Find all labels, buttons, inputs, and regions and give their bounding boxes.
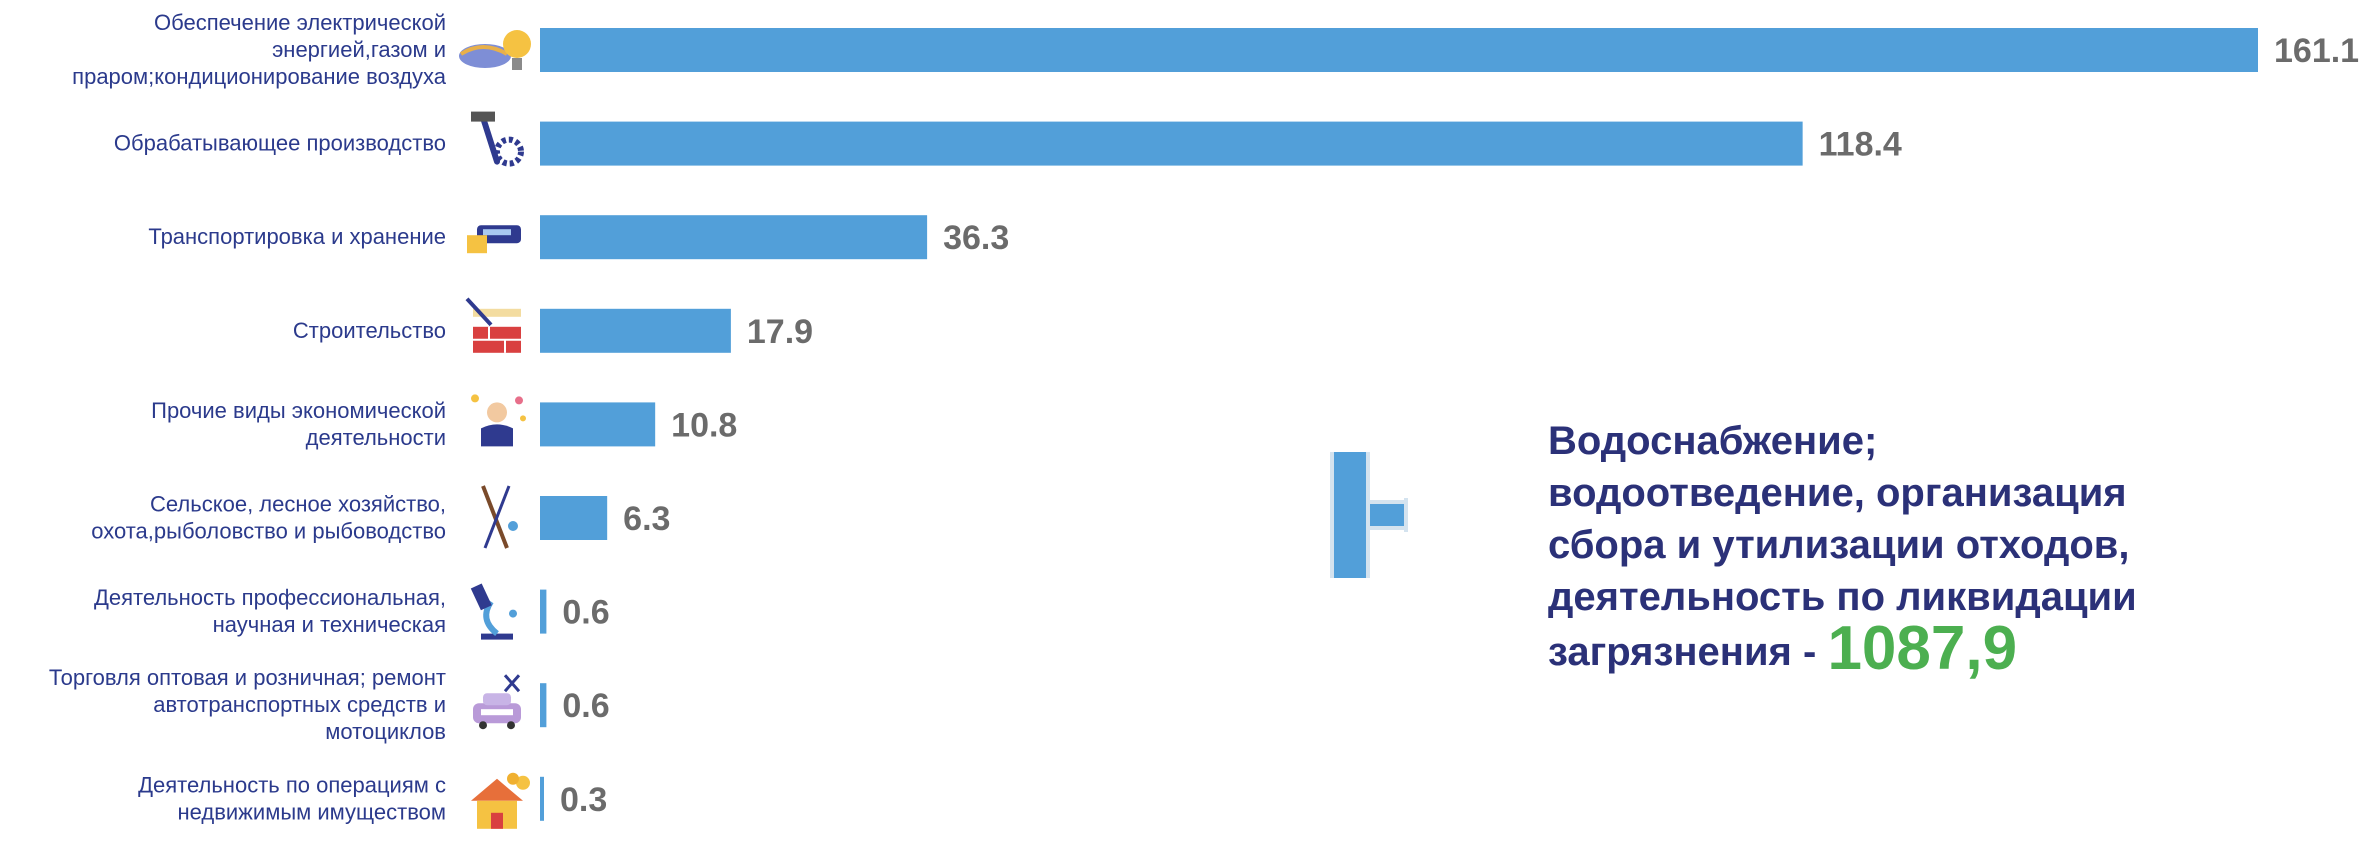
value-label: 6.3 — [623, 500, 670, 538]
category-label: Прочие виды экономической деятельности — [151, 398, 446, 450]
value-label: 0.6 — [562, 594, 609, 632]
power-plant-bulb-icon — [459, 30, 531, 70]
callout-line: сбора и утилизации отходов, — [1548, 523, 2130, 567]
house-coins-icon — [471, 772, 530, 829]
microscope-icon — [470, 583, 517, 640]
value-label: 0.3 — [560, 781, 607, 819]
bar — [540, 496, 608, 540]
bar — [540, 402, 656, 447]
brick-wall-trowel-icon — [465, 297, 521, 353]
value-label: 118.4 — [1819, 126, 1902, 164]
category-label: Торговля оптовая и розничная; ремонт авто… — [49, 665, 446, 744]
bar — [540, 28, 2258, 72]
bar — [540, 589, 547, 634]
category-label: Деятельность по операциям с недвижимым им… — [138, 772, 446, 824]
truck-bus-icon — [467, 225, 521, 254]
callout-prefix: загрязнения - — [1548, 630, 1817, 674]
bar — [540, 308, 731, 353]
bar — [540, 215, 928, 260]
category-label: Транспортировка и хранение — [148, 224, 446, 249]
value-label: 161.1 — [2274, 32, 2359, 70]
callout-value: 1087,9 — [1827, 614, 2018, 683]
value-label: 10.8 — [671, 406, 737, 444]
value-label: 0.6 — [562, 687, 609, 725]
water-supply-callout: Водоснабжение; водоотведение, организаци… — [1548, 415, 2348, 680]
category-label: Сельское, лесное хозяйство, охота,рыболов… — [91, 492, 446, 544]
callout-line: водоотведение, организация — [1548, 471, 2127, 515]
category-label: Деятельность профессиональная, научная и … — [94, 585, 446, 637]
callout-last-line: загрязнения - 1087,9 — [1548, 618, 2348, 680]
hammer-gear-icon — [471, 111, 524, 167]
bar — [540, 683, 547, 728]
bar — [540, 776, 544, 821]
category-label: Строительство — [293, 318, 446, 343]
value-label: 17.9 — [747, 313, 813, 351]
car-repair-icon — [473, 674, 521, 730]
value-label: 36.3 — [943, 219, 1009, 257]
callout-line: Водоснабжение; — [1548, 419, 1878, 463]
fishing-rod-rifle-icon — [481, 485, 518, 549]
businessman-icon — [471, 394, 526, 447]
callout-line: деятельность по ликвидации — [1548, 575, 2137, 619]
bar — [540, 121, 1803, 166]
category-label: Обеспечение электрической энергией,газом … — [72, 10, 447, 89]
water-pipe-tee-icon — [1330, 452, 1408, 578]
category-label: Обрабатывающее производство — [114, 131, 446, 156]
